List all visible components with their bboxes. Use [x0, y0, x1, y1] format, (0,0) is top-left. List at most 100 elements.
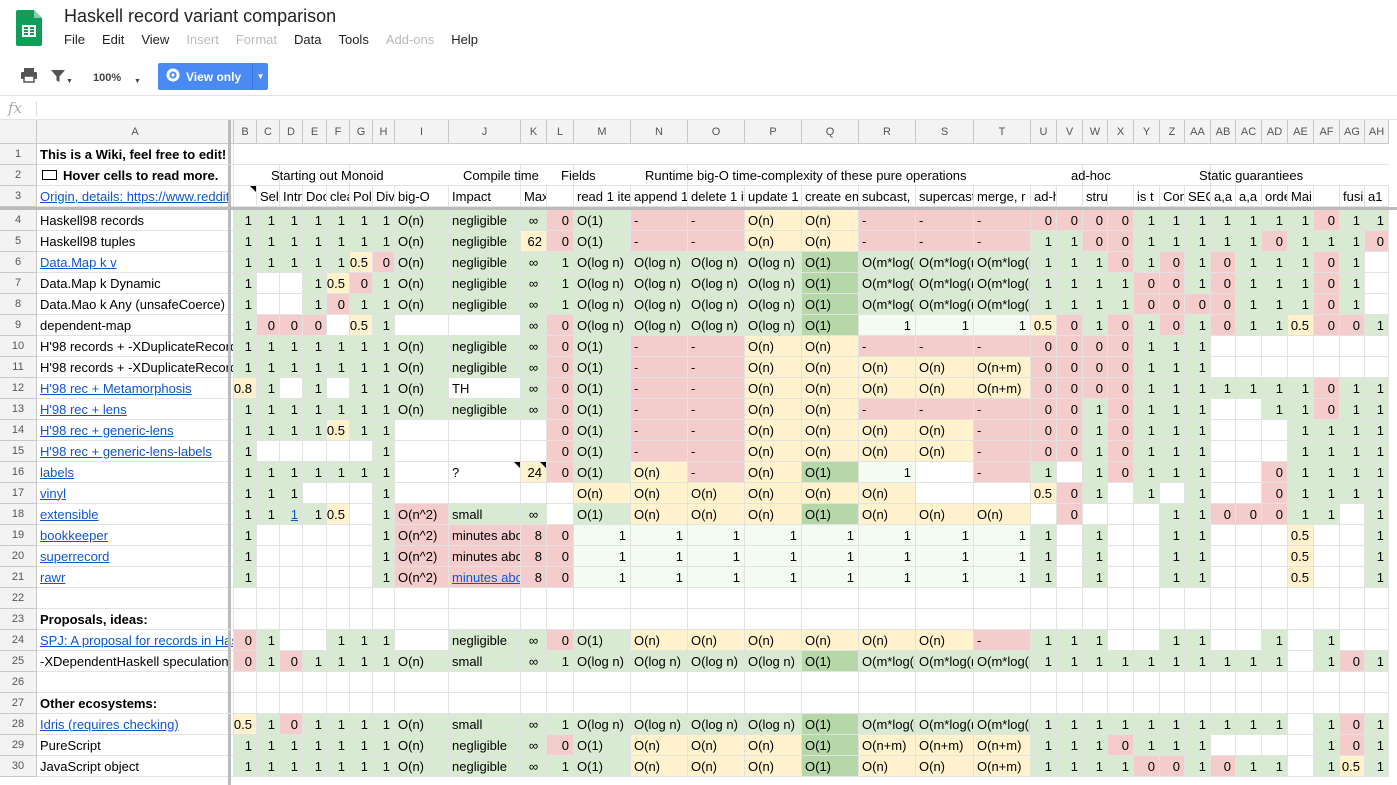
table-cell[interactable]	[859, 588, 916, 609]
row-label[interactable]: dependent-map	[37, 315, 234, 336]
table-cell[interactable]: 1	[1262, 210, 1288, 231]
table-cell[interactable]: O(log n)	[688, 294, 745, 315]
table-cell[interactable]: 1	[1160, 525, 1185, 546]
table-cell[interactable]: negligible	[449, 231, 521, 252]
table-cell[interactable]: 1	[327, 336, 350, 357]
table-cell[interactable]: 1	[257, 504, 280, 525]
frozen-row-divider[interactable]	[0, 207, 1397, 210]
row-header-13[interactable]: 13	[0, 399, 37, 420]
column-header-c[interactable]: C	[257, 120, 280, 144]
table-cell[interactable]: 1	[350, 735, 373, 756]
table-cell[interactable]: 1	[1314, 714, 1340, 735]
table-cell[interactable]	[1262, 420, 1288, 441]
table-cell[interactable]: O(n^2)	[395, 567, 449, 588]
table-cell[interactable]	[1262, 672, 1288, 693]
table-cell[interactable]: 1	[1288, 378, 1314, 399]
table-cell[interactable]: -	[974, 630, 1031, 651]
table-cell[interactable]: 1	[350, 714, 373, 735]
table-cell[interactable]: 1	[1185, 357, 1211, 378]
table-cell[interactable]: 1	[1031, 231, 1057, 252]
table-cell[interactable]: O(1)	[802, 294, 859, 315]
table-cell[interactable]: O(n)	[745, 210, 802, 231]
table-cell[interactable]: O(1)	[574, 630, 631, 651]
table-cell[interactable]: 0	[1108, 378, 1134, 399]
zoom-select[interactable]: 100%	[93, 72, 122, 84]
column-header-p[interactable]: P	[745, 120, 802, 144]
table-cell[interactable]: O(n)	[859, 504, 916, 525]
row-label[interactable]: Origin, details: https://www.reddit	[37, 186, 234, 207]
table-cell[interactable]: 1	[1262, 756, 1288, 777]
table-cell[interactable]: 1	[1134, 399, 1160, 420]
table-cell[interactable]	[1057, 186, 1083, 207]
column-header-ac[interactable]: AC	[1236, 120, 1262, 144]
table-cell[interactable]: 0	[280, 651, 303, 672]
table-cell[interactable]: 0	[1340, 651, 1365, 672]
table-cell[interactable]: 1	[1288, 483, 1314, 504]
table-cell[interactable]: 0	[1211, 315, 1236, 336]
table-cell[interactable]	[1288, 714, 1314, 735]
table-cell[interactable]: 1	[1134, 336, 1160, 357]
table-cell[interactable]: 0	[1083, 210, 1108, 231]
table-cell[interactable]: 1	[373, 336, 395, 357]
table-cell[interactable]: 0	[1057, 378, 1083, 399]
table-cell[interactable]: O(n)	[395, 252, 449, 273]
table-cell[interactable]	[1340, 336, 1365, 357]
table-cell[interactable]: 0	[1057, 357, 1083, 378]
table-cell[interactable]	[449, 441, 521, 462]
table-cell[interactable]: -	[974, 399, 1031, 420]
table-cell[interactable]: ∞	[521, 735, 547, 756]
column-header-o[interactable]: O	[688, 120, 745, 144]
table-cell[interactable]: minutes above 50	[449, 546, 521, 567]
table-cell[interactable]: -	[974, 462, 1031, 483]
table-cell[interactable]	[1236, 588, 1262, 609]
table-cell[interactable]	[1211, 567, 1236, 588]
table-cell[interactable]: 1	[257, 714, 280, 735]
table-cell[interactable]	[745, 672, 802, 693]
row-label[interactable]: H'98 rec + lens	[37, 399, 234, 420]
table-cell[interactable]: 1	[1185, 399, 1211, 420]
row-header-19[interactable]: 19	[0, 525, 37, 546]
table-cell[interactable]	[1288, 357, 1314, 378]
table-cell[interactable]: O(1)	[574, 504, 631, 525]
table-cell[interactable]	[1236, 693, 1262, 714]
table-cell[interactable]: 1	[1365, 567, 1389, 588]
table-cell[interactable]: 1	[1365, 399, 1389, 420]
table-cell[interactable]	[350, 525, 373, 546]
table-cell[interactable]: 1	[373, 525, 395, 546]
table-cell[interactable]: 1	[1083, 756, 1108, 777]
row-header-27[interactable]: 27	[0, 693, 37, 714]
table-cell[interactable]: 1	[1185, 630, 1211, 651]
table-cell[interactable]: O(n+m)	[974, 378, 1031, 399]
table-cell[interactable]	[916, 483, 974, 504]
table-cell[interactable]	[1134, 693, 1160, 714]
table-cell[interactable]: O(n)	[574, 483, 631, 504]
table-cell[interactable]	[1160, 483, 1185, 504]
table-cell[interactable]	[1211, 672, 1236, 693]
table-cell[interactable]: 1	[1314, 504, 1340, 525]
table-cell[interactable]	[280, 294, 303, 315]
table-cell[interactable]: small	[449, 714, 521, 735]
table-cell[interactable]	[303, 525, 327, 546]
table-cell[interactable]: ∞	[521, 714, 547, 735]
row-header-23[interactable]: 23	[0, 609, 37, 630]
row-label[interactable]	[37, 588, 234, 609]
table-cell[interactable]: O(n)	[745, 420, 802, 441]
table-cell[interactable]: 1	[1314, 483, 1340, 504]
table-cell[interactable]: O(m*log(n))	[859, 651, 916, 672]
table-cell[interactable]: Max	[521, 186, 547, 207]
table-cell[interactable]	[1185, 609, 1211, 630]
table-cell[interactable]	[395, 483, 449, 504]
table-cell[interactable]: O(m*log(n))	[974, 651, 1031, 672]
table-cell[interactable]: 1	[1340, 252, 1365, 273]
column-header-ad[interactable]: AD	[1262, 120, 1288, 144]
table-cell[interactable]: 0	[547, 735, 574, 756]
table-cell[interactable]: 1	[280, 399, 303, 420]
table-cell[interactable]	[631, 609, 688, 630]
table-cell[interactable]: 1	[327, 735, 350, 756]
table-cell[interactable]: 1	[280, 504, 303, 525]
column-header-k[interactable]: K	[521, 120, 547, 144]
table-cell[interactable]: -	[631, 231, 688, 252]
table-cell[interactable]: orde	[1262, 186, 1288, 207]
table-cell[interactable]: -	[688, 441, 745, 462]
table-cell[interactable]: 1	[1031, 651, 1057, 672]
